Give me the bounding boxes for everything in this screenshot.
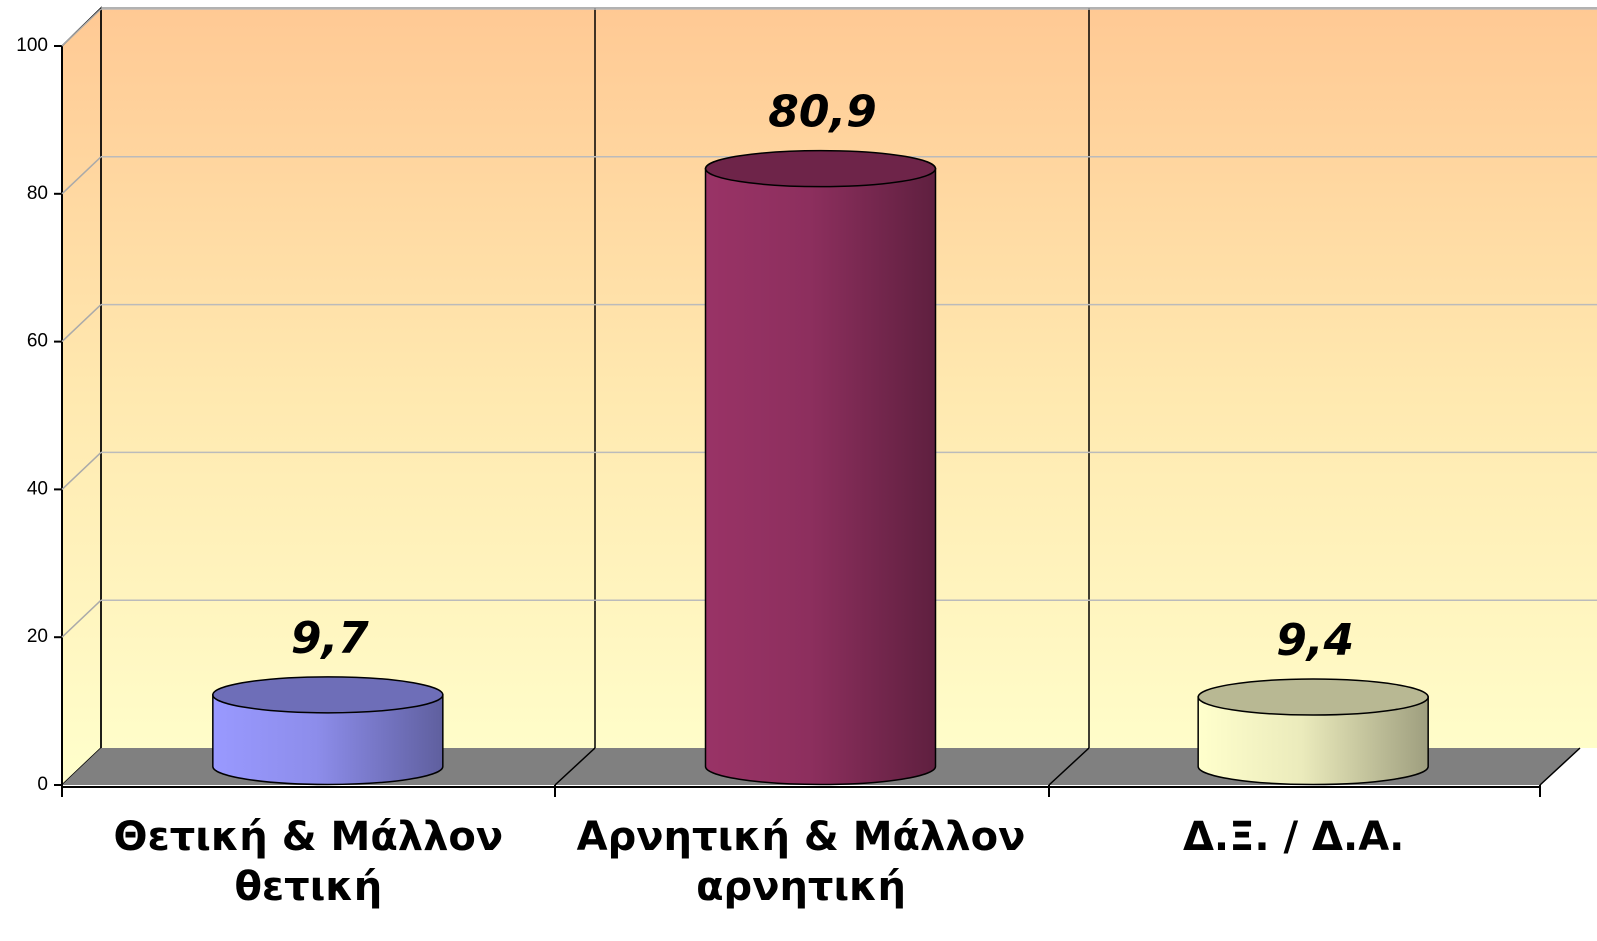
bar-top <box>212 676 444 714</box>
bar <box>1197 678 1429 786</box>
bar-top <box>704 149 937 188</box>
y-tick-label: 0 <box>37 774 48 795</box>
bar-top-shade <box>1198 679 1429 716</box>
bar-shade <box>705 168 936 785</box>
bar-top-shade <box>212 676 443 713</box>
grid-line <box>61 156 102 195</box>
value-label: 9,4 <box>1276 615 1354 666</box>
bar-shade <box>1198 697 1429 785</box>
y-tick-label: 80 <box>27 183 48 204</box>
y-tick-label: 60 <box>27 331 48 352</box>
bar <box>212 676 444 786</box>
x-tick-label: Δ.Ξ. / Δ.Α. <box>1182 814 1405 860</box>
bar-top-shade <box>705 150 936 187</box>
divider <box>1539 747 1581 786</box>
y-tick-label: 100 <box>16 35 48 56</box>
grid-line <box>61 451 102 490</box>
y-tick-label: 40 <box>27 478 48 499</box>
divider <box>554 747 596 786</box>
grid-line <box>61 304 102 343</box>
grid-line <box>61 599 102 638</box>
grid-line <box>61 8 102 47</box>
value-label: 9,7 <box>291 613 369 664</box>
value-label: 80,9 <box>768 87 877 138</box>
bar-shade <box>212 694 443 785</box>
x-tick-label: Θετική & Μάλλον θετική <box>113 814 504 910</box>
bar <box>704 149 937 786</box>
x-tick-label: Αρνητική & Μάλλον αρνητική <box>576 814 1026 910</box>
bar-top <box>1197 678 1429 716</box>
y-tick-label: 20 <box>27 626 48 647</box>
side-wall <box>61 6 102 787</box>
divider <box>1048 747 1090 786</box>
